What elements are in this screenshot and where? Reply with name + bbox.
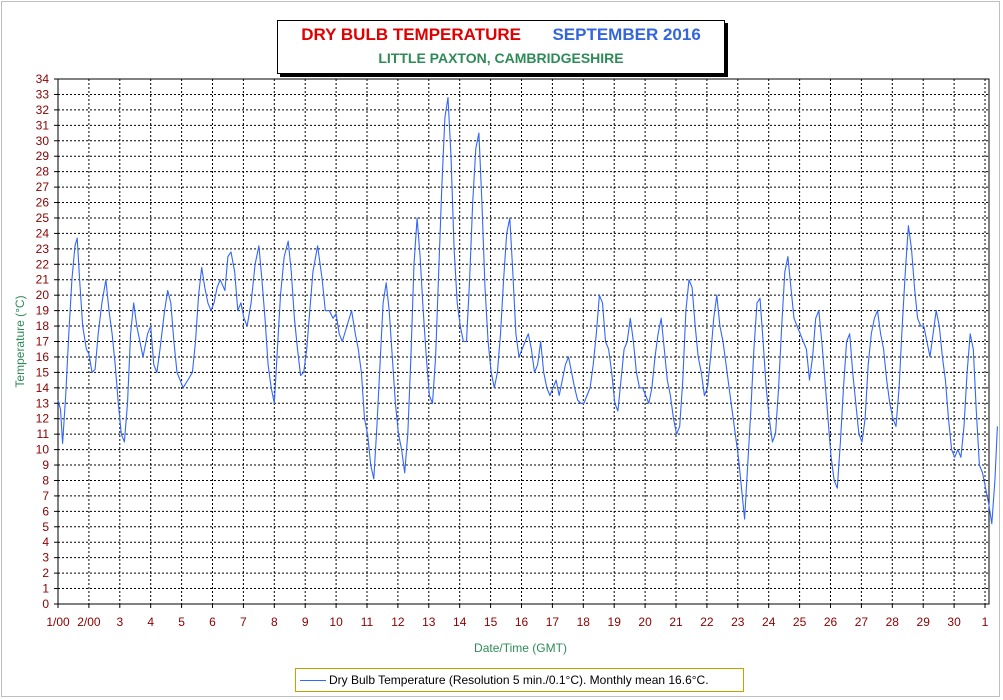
legend: Dry Bulb Temperature (Resolution 5 min./…: [295, 668, 744, 692]
chart-title: DRY BULB TEMPERATURE SEPTEMBER 2016: [278, 25, 724, 45]
y-tick-label: 19: [36, 304, 50, 318]
x-tick-label: 25: [793, 615, 807, 629]
y-tick-label: 14: [36, 381, 50, 395]
title-main: DRY BULB TEMPERATURE: [301, 25, 521, 44]
y-tick-label: 30: [36, 134, 50, 148]
y-axis-label: Temperature (°C): [13, 295, 27, 387]
y-tick-label: 27: [36, 180, 50, 194]
y-tick-label: 20: [36, 288, 50, 302]
x-tick-label: 27: [855, 615, 869, 629]
y-tick-label: 5: [42, 520, 49, 534]
y-tick-label: 3: [42, 551, 49, 565]
legend-swatch: [300, 680, 326, 681]
x-tick-label: 28: [886, 615, 900, 629]
x-tick-label: 24: [762, 615, 776, 629]
legend-label: Dry Bulb Temperature (Resolution 5 min./…: [329, 673, 709, 687]
y-tick-label: 6: [42, 504, 49, 518]
y-tick-label: 25: [36, 211, 50, 225]
x-tick-label: 7: [240, 615, 247, 629]
chart-subtitle: LITTLE PAXTON, CAMBRIDGESHIRE: [378, 50, 624, 66]
y-tick-label: 12: [36, 412, 50, 426]
y-tick-label: 9: [42, 458, 49, 472]
x-tick-label: 1: [982, 615, 989, 629]
x-tick-label: 18: [577, 615, 591, 629]
title-period: SEPTEMBER 2016: [552, 25, 701, 44]
x-tick-label: 6: [209, 615, 216, 629]
y-tick-label: 16: [36, 350, 50, 364]
x-tick-label: 8: [271, 615, 278, 629]
y-tick-label: 4: [42, 535, 49, 549]
x-tick-label: 15: [484, 615, 498, 629]
x-tick-label: 23: [731, 615, 745, 629]
y-tick-label: 29: [36, 149, 50, 163]
x-tick-label: 5: [178, 615, 185, 629]
x-tick-label: 19: [608, 615, 622, 629]
x-tick-label: 30: [947, 615, 961, 629]
y-tick-label: 11: [37, 427, 50, 441]
y-tick-label: 28: [36, 165, 50, 179]
x-tick-label: 21: [669, 615, 683, 629]
y-tick-label: 17: [36, 335, 50, 349]
y-tick-label: 34: [36, 72, 50, 86]
y-tick-label: 15: [36, 365, 50, 379]
y-tick-label: 22: [36, 257, 50, 271]
x-tick-label: 13: [422, 615, 436, 629]
x-tick-label: 11: [361, 615, 374, 629]
x-tick-label: 16: [515, 615, 529, 629]
plot-border: [57, 78, 990, 605]
x-tick-label: 10: [329, 615, 343, 629]
x-tick-label: 29: [917, 615, 931, 629]
x-tick-label: 26: [824, 615, 838, 629]
y-tick-label: 33: [36, 87, 50, 101]
x-tick-label: 4: [147, 615, 154, 629]
y-tick-label: 18: [36, 319, 50, 333]
y-tick-label: 1: [42, 582, 49, 596]
y-tick-label: 24: [36, 226, 50, 240]
y-tick-label: 26: [36, 196, 50, 210]
y-tick-label: 21: [36, 273, 50, 287]
y-tick-label: 7: [42, 489, 49, 503]
title-box: DRY BULB TEMPERATURE SEPTEMBER 2016 LITT…: [277, 20, 725, 74]
x-tick-label: 12: [391, 615, 405, 629]
x-tick-label: 17: [546, 615, 560, 629]
x-axis-label: Date/Time (GMT): [474, 641, 567, 655]
y-tick-label: 32: [36, 103, 50, 117]
x-tick-label: 14: [453, 615, 467, 629]
y-tick-label: 0: [42, 597, 49, 611]
x-tick-label: 2/00: [77, 615, 101, 629]
y-tick-label: 10: [36, 443, 50, 457]
y-tick-label: 2: [42, 566, 49, 580]
x-tick-label: 3: [116, 615, 123, 629]
x-tick-label: 1/00: [46, 615, 70, 629]
y-tick-label: 31: [36, 118, 50, 132]
x-tick-label: 22: [700, 615, 714, 629]
series-line-dry-bulb-temperature: [57, 96, 998, 525]
y-tick-label: 8: [42, 473, 49, 487]
x-tick-label: 20: [638, 615, 652, 629]
x-tick-label: 9: [302, 615, 309, 629]
y-tick-label: 23: [36, 242, 50, 256]
y-tick-label: 13: [36, 396, 50, 410]
